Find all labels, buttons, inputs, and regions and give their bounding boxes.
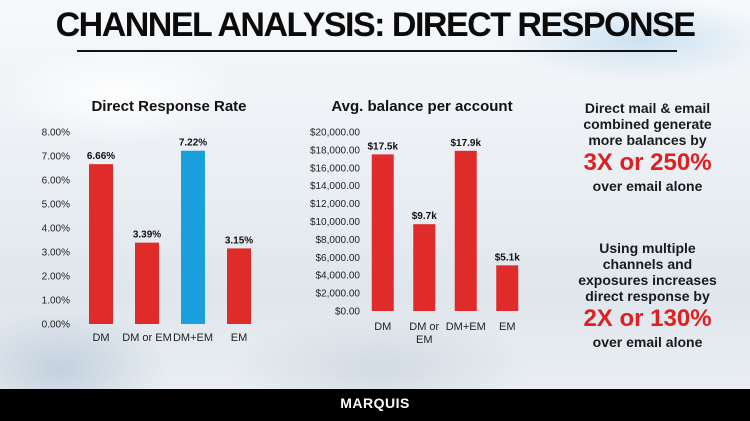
data-label: 3.15% xyxy=(225,235,253,246)
callout-line: Direct mail & email xyxy=(584,100,711,116)
page-title: CHANNEL ANALYSIS: DIRECT RESPONSE xyxy=(55,6,696,44)
bar-response xyxy=(181,150,205,324)
y-tick-label: $14,000.00 xyxy=(310,181,360,192)
y-tick-label: $8,000.00 xyxy=(316,235,361,246)
marquis-logo: MARQUIS xyxy=(340,395,410,411)
data-label: 7.22% xyxy=(179,138,207,149)
y-tick-label: 3.00% xyxy=(42,248,70,259)
y-tick-label: 7.00% xyxy=(42,152,70,163)
data-label: $9.7k xyxy=(412,211,437,222)
x-tick-label: EM xyxy=(231,332,248,344)
bar-balance xyxy=(413,224,436,311)
y-tick-label: 1.00% xyxy=(42,296,70,307)
callout-line: exposures increases xyxy=(578,272,717,288)
callout-line: more balances by xyxy=(588,132,707,148)
callout-response: Using multiple channels and exposures incr… xyxy=(555,240,740,350)
y-tick-label: $4,000.00 xyxy=(316,271,361,282)
bar-balance xyxy=(496,265,519,311)
y-tick-label: 5.00% xyxy=(42,200,70,211)
y-tick-label: $2,000.00 xyxy=(316,289,361,300)
y-tick-label: $0.00 xyxy=(335,307,360,318)
callout-line: Using multiple xyxy=(599,240,696,256)
data-label: $5.1k xyxy=(495,252,520,263)
y-tick-label: $6,000.00 xyxy=(316,253,361,264)
callout-line: channels and xyxy=(602,256,693,272)
bar-balance xyxy=(454,150,477,311)
x-tick-label: EM xyxy=(416,334,433,346)
x-tick-label: DM or xyxy=(409,321,439,333)
y-tick-label: $20,000.00 xyxy=(310,128,360,139)
y-tick-label: $16,000.00 xyxy=(310,163,360,174)
callout-line: direct response by xyxy=(585,288,710,304)
x-tick-label: EM xyxy=(499,321,516,333)
y-tick-label: 2.00% xyxy=(42,272,70,283)
footer-bar: MARQUIS xyxy=(0,389,750,421)
y-tick-label: $10,000.00 xyxy=(310,217,360,228)
callout-highlight: 2X or 130% xyxy=(583,305,712,332)
chart-title-balance: Avg. balance per account xyxy=(331,98,512,115)
data-label: $17.5k xyxy=(367,141,398,152)
y-tick-label: $18,000.00 xyxy=(310,145,360,156)
callout-tail: over email alone xyxy=(592,334,703,350)
data-label: 6.66% xyxy=(87,151,115,162)
y-tick-label: 0.00% xyxy=(42,320,70,331)
title-underline xyxy=(77,50,677,52)
x-tick-label: DM+EM xyxy=(173,332,213,344)
y-tick-label: $12,000.00 xyxy=(310,199,360,210)
bar-response xyxy=(89,164,113,324)
y-tick-label: 4.00% xyxy=(42,224,70,235)
chart-title-response: Direct Response Rate xyxy=(91,98,246,115)
callout-tail: over email alone xyxy=(592,178,703,194)
bar-response xyxy=(227,248,251,324)
x-tick-label: DM+EM xyxy=(446,321,486,333)
x-tick-label: DM xyxy=(374,321,391,333)
bar-response xyxy=(135,242,159,324)
x-tick-label: DM xyxy=(92,332,109,344)
callout-balances: Direct mail & email combined generate more… xyxy=(555,100,740,194)
callout-highlight: 3X or 250% xyxy=(583,149,712,176)
bar-balance xyxy=(371,154,394,311)
data-label: 3.39% xyxy=(133,230,161,241)
charts-canvas: Direct Response Rate 0.00% 1.00% 2.00% 3.00%… xyxy=(42,98,521,346)
callout-line: combined generate xyxy=(583,116,712,132)
y-tick-label: 8.00% xyxy=(42,128,70,139)
y-tick-label: 6.00% xyxy=(42,176,70,187)
data-label: $17.9k xyxy=(450,138,481,149)
x-tick-label: DM or EM xyxy=(122,332,172,344)
